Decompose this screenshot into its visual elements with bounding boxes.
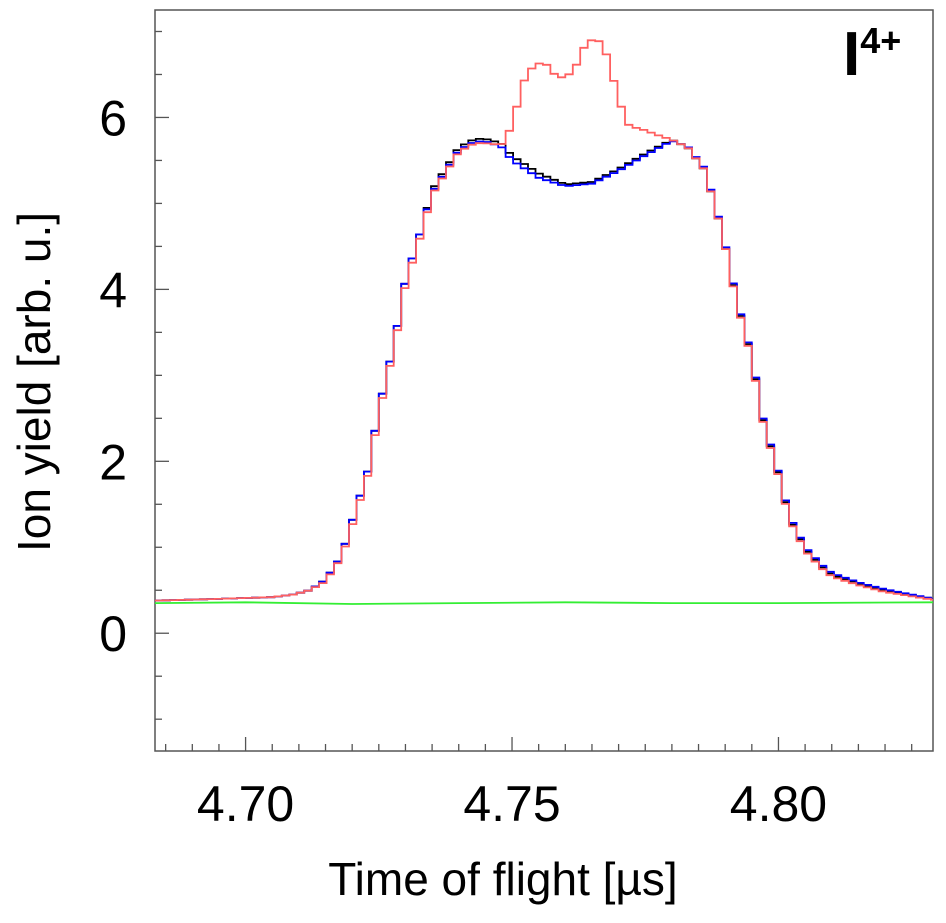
y-tick-label: 4: [99, 262, 127, 318]
series-line: [155, 138, 933, 602]
ion-label: I4+: [843, 20, 901, 89]
plot-frame: [154, 9, 934, 752]
series-line: [154, 601, 934, 605]
plot-area: [154, 9, 934, 752]
series-line: [155, 39, 933, 602]
y-axis-title: Ion yield [arb. u.]: [8, 212, 60, 552]
y-tick-label: 0: [99, 606, 127, 662]
series-line: [155, 140, 933, 602]
ticks-layer: [155, 30, 913, 751]
x-tick-label: 4.80: [730, 776, 827, 832]
y-tick-label: 6: [99, 90, 127, 146]
x-axis-title: Time of flight [µs]: [328, 853, 677, 905]
x-tick-label: 4.70: [197, 776, 294, 832]
y-tick-label: 2: [99, 434, 127, 490]
series-layer: [154, 39, 934, 605]
ion-label-superscript: 4+: [860, 20, 901, 61]
x-tick-label: 4.75: [463, 776, 560, 832]
ion-label-base: I: [843, 20, 860, 89]
tick-labels: 4.70 4.75 4.80 0 2 4 6: [99, 90, 827, 832]
